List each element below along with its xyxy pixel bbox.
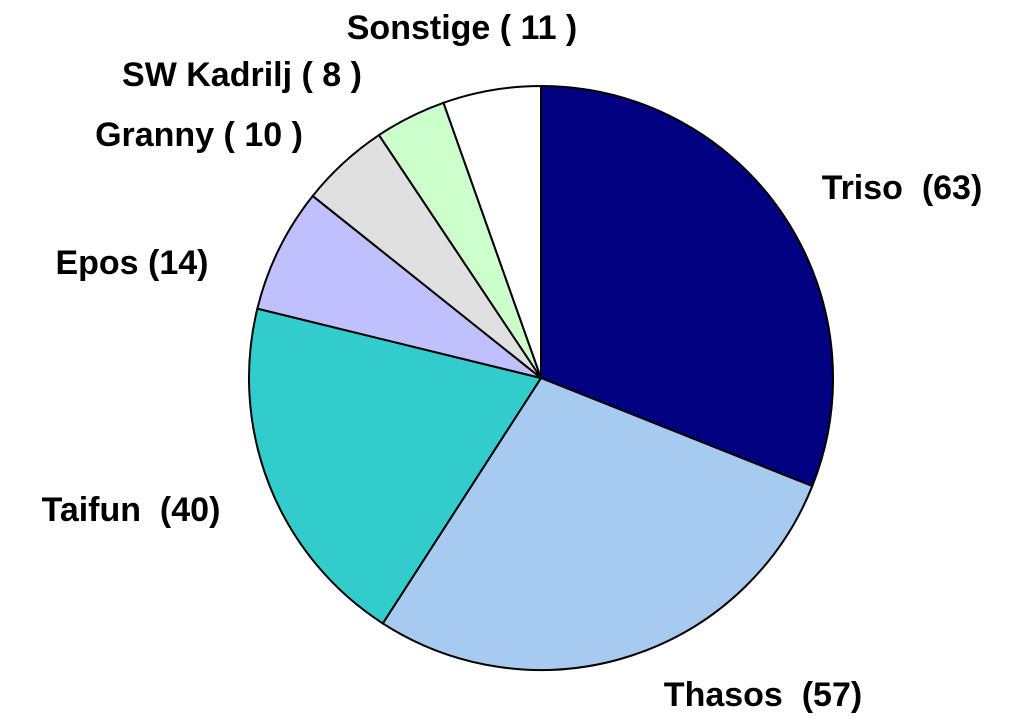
slice-label: Sonstige ( 11 ) [347, 9, 578, 47]
slice-label: Thasos (57) [664, 676, 862, 714]
pie-slice [540, 84, 834, 488]
slice-label: Granny ( 10 ) [95, 116, 303, 154]
pie-slice [442, 84, 542, 379]
pie-slice [256, 194, 542, 379]
slice-label: Epos (14) [55, 244, 208, 282]
pie-slice [381, 376, 814, 672]
pie-slice [248, 307, 543, 625]
slice-label: Taifun (40) [42, 491, 221, 529]
slice-label: SW Kadrilj ( 8 ) [122, 56, 362, 94]
slice-label: Triso (63) [822, 169, 983, 207]
